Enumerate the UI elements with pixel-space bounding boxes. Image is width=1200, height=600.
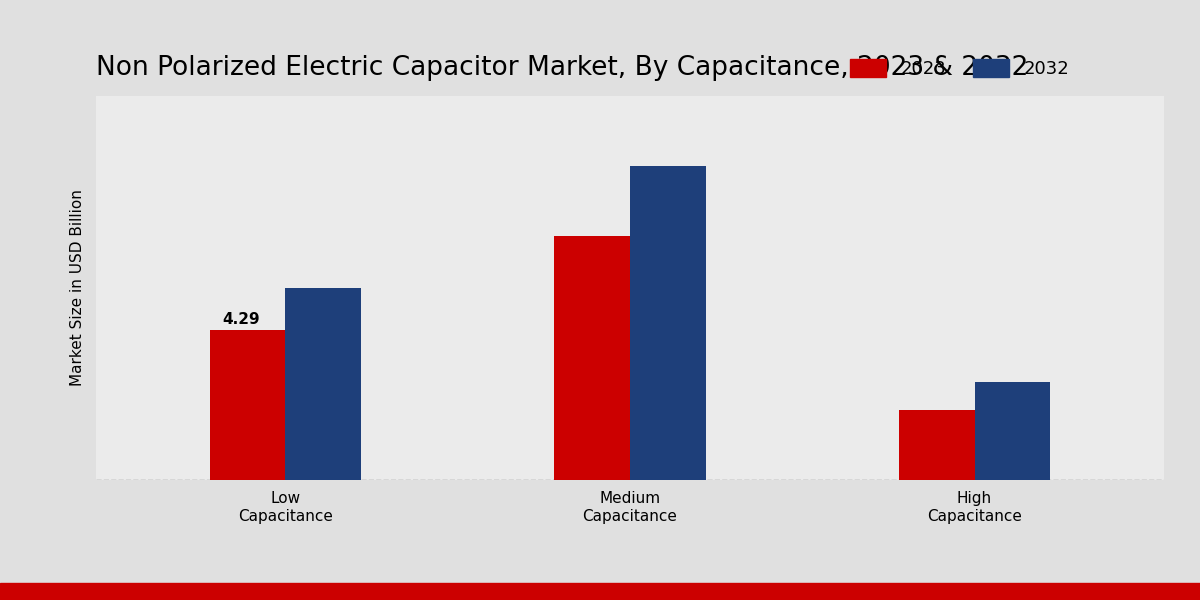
Legend: 2023, 2032: 2023, 2032 bbox=[850, 59, 1069, 78]
Bar bbox=[554, 236, 630, 480]
Bar bbox=[210, 330, 286, 480]
Text: 4.29: 4.29 bbox=[222, 312, 259, 327]
Text: Non Polarized Electric Capacitor Market, By Capacitance, 2023 & 2032: Non Polarized Electric Capacitor Market,… bbox=[96, 55, 1028, 81]
Bar bbox=[974, 382, 1050, 480]
Y-axis label: Market Size in USD Billion: Market Size in USD Billion bbox=[70, 190, 85, 386]
Bar bbox=[899, 410, 974, 480]
Bar bbox=[630, 166, 706, 480]
Bar bbox=[286, 288, 361, 480]
